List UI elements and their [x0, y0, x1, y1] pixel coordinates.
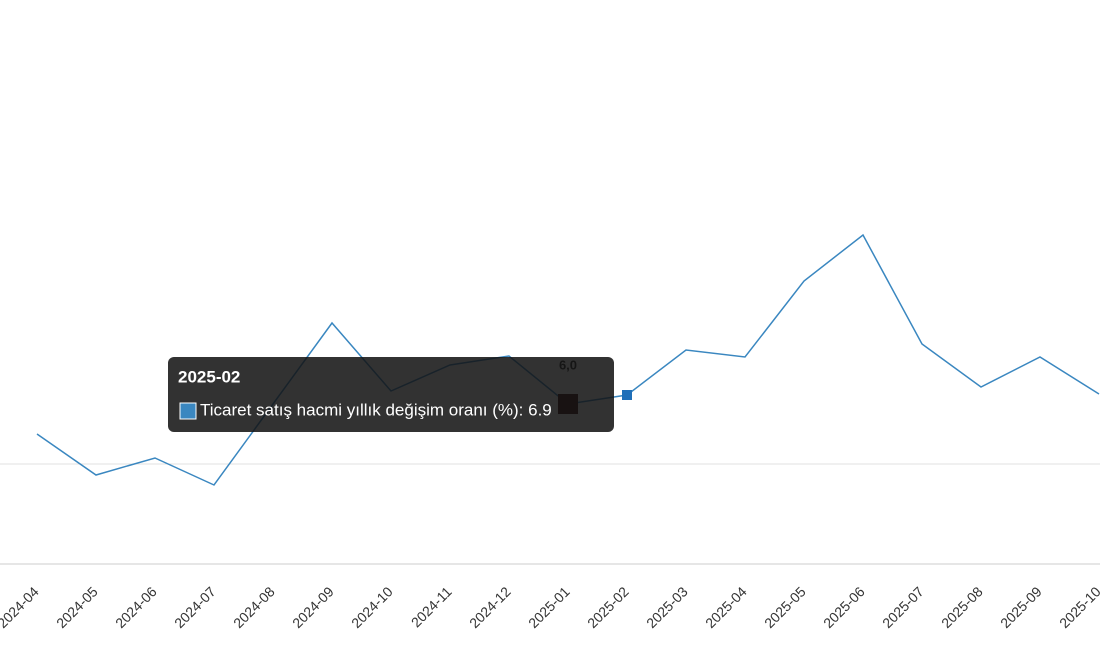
x-tick-label: 2025-10 — [1056, 583, 1100, 631]
tooltip: 2025-02 Ticaret satış hacmi yıllık değişi… — [168, 357, 614, 432]
x-tick-label: 2024-04 — [0, 583, 42, 631]
x-tick-label: 2024-05 — [53, 583, 101, 631]
x-tick-label: 2024-07 — [171, 583, 219, 631]
x-tick-label: 2025-06 — [820, 583, 868, 631]
x-tick-label: 2024-06 — [112, 583, 160, 631]
x-tick-label: 2024-11 — [408, 583, 455, 630]
x-tick-label: 2025-02 — [584, 583, 632, 631]
x-tick-label: 2024-08 — [230, 583, 278, 631]
x-tick-label: 2025-09 — [997, 583, 1045, 631]
x-tick-label: 2025-04 — [702, 583, 750, 631]
tooltip-title: 2025-02 — [178, 367, 240, 386]
x-tick-label: 2024-09 — [289, 583, 337, 631]
tooltip-swatch — [179, 402, 197, 420]
tooltip-text: Ticaret satış hacmi yıllık değişim oranı… — [200, 400, 552, 419]
x-tick-label: 2025-08 — [938, 583, 986, 631]
x-tick-label: 2025-07 — [879, 583, 927, 631]
x-tick-label: 2025-05 — [761, 583, 809, 631]
tooltip-box — [168, 357, 614, 432]
x-tick-label: 2025-01 — [525, 583, 573, 631]
hover-marker — [622, 390, 632, 400]
x-tick-label: 2024-10 — [348, 583, 396, 631]
x-tick-label: 2025-03 — [643, 583, 691, 631]
x-tick-label: 2024-12 — [466, 583, 514, 631]
